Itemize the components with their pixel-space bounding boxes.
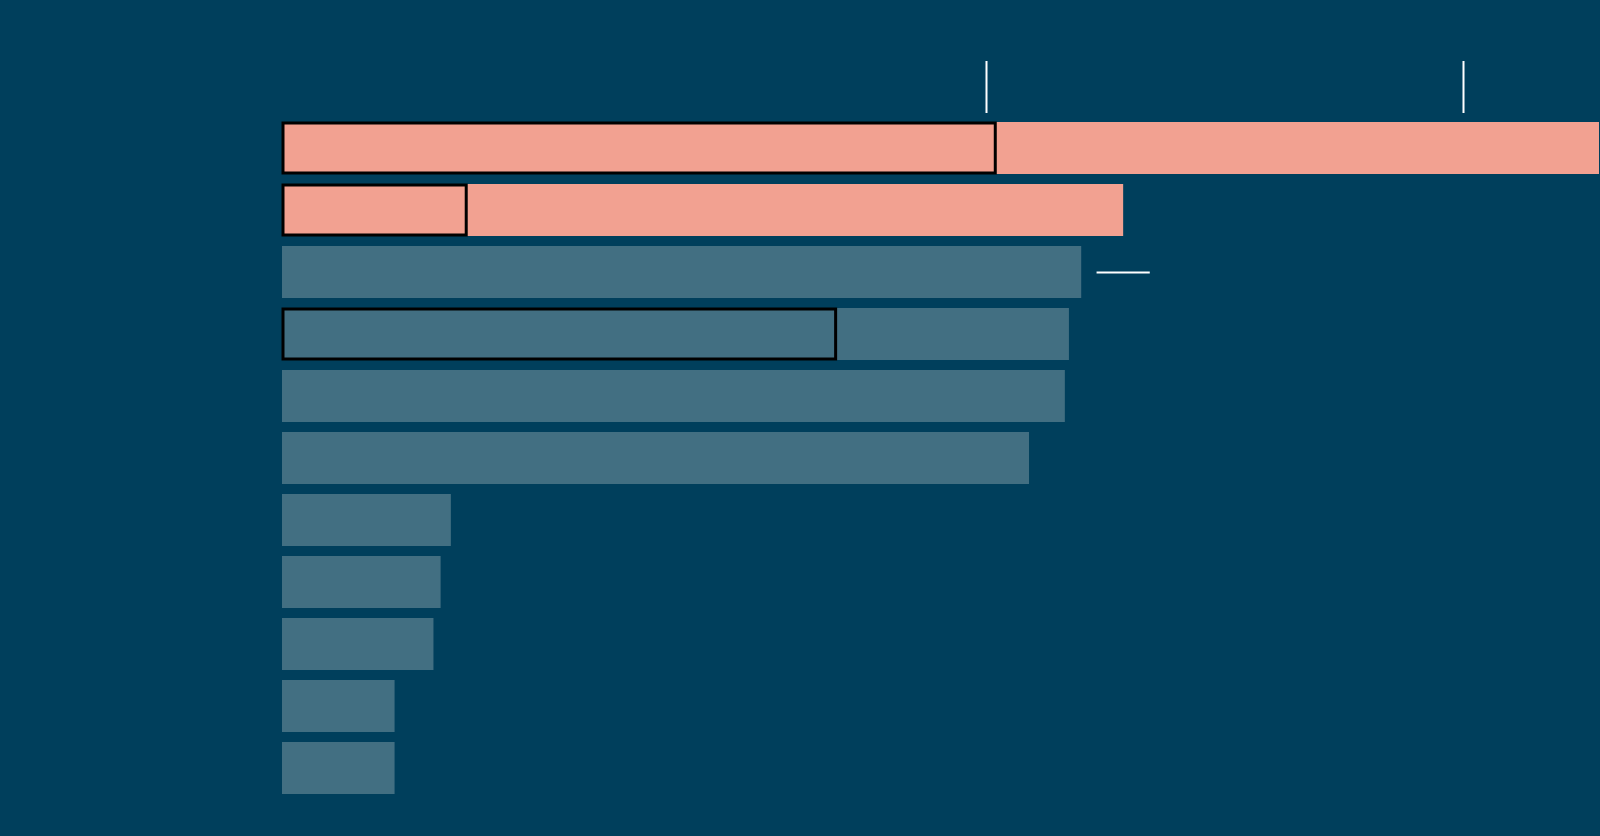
bar-5 [282, 370, 1065, 422]
bar-10 [282, 680, 395, 732]
bar-4-outline-segment [281, 307, 838, 361]
bar-6 [282, 432, 1030, 484]
bar-4 [282, 308, 1069, 360]
bar-1-outline-segment [281, 121, 997, 175]
bar-9 [282, 618, 434, 670]
bar-8 [282, 556, 441, 608]
bar-2 [282, 184, 1124, 236]
bar-3 [282, 246, 1082, 298]
bar-7 [282, 494, 451, 546]
bar-1 [282, 122, 1599, 174]
bar-11 [282, 742, 395, 794]
bar-2-outline-segment [281, 183, 468, 237]
